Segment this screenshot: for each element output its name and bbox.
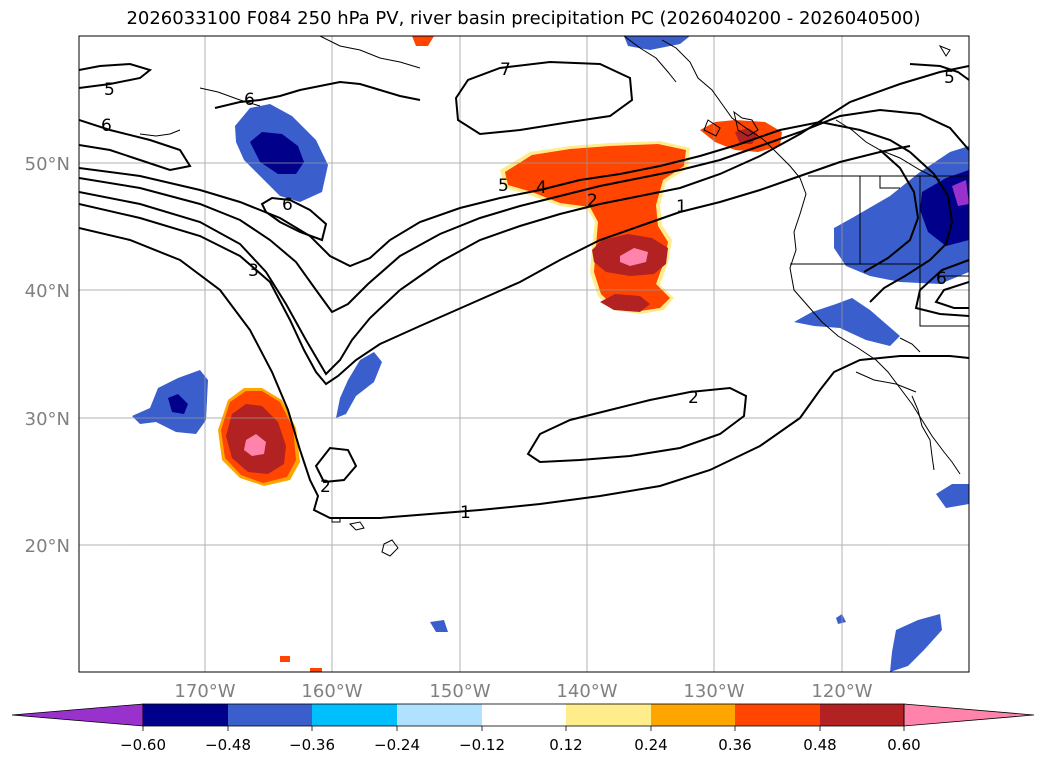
contour-label: 6 [244, 90, 255, 110]
contour-label: 7 [500, 60, 511, 80]
lon-label: 150°W [429, 681, 490, 702]
lat-label: 30°N [25, 409, 70, 430]
colorbar-segment [820, 704, 904, 726]
colorbar-tick-label: −0.36 [289, 736, 335, 754]
contour-label: 6 [936, 269, 947, 289]
contour-label: 1 [460, 503, 471, 523]
contour-label: 4 [536, 178, 547, 198]
contour-label: 1 [676, 197, 687, 217]
lat-label: 40°N [25, 281, 70, 302]
contour-label: 2 [320, 477, 331, 497]
colorbar-tick-label: −0.60 [120, 736, 166, 754]
colorbar-tick-label: 0.60 [887, 736, 920, 754]
map-gridlines [79, 36, 969, 672]
colorbar-segment [482, 704, 566, 726]
colorbar-segment [651, 704, 735, 726]
contour-label: 5 [104, 80, 115, 100]
map-area: 5 6 6 6 3 7 5 4 2 1 2 2 1 5 6 [79, 36, 969, 672]
contour-label: 2 [688, 388, 699, 408]
lon-label: 140°W [556, 681, 617, 702]
contour-label: 6 [282, 195, 293, 215]
latitude-labels: 50°N 40°N 30°N 20°N [25, 154, 70, 557]
contour-label: 3 [248, 261, 259, 281]
colorbar-segment [566, 704, 651, 726]
colorbar-tick-label: −0.48 [205, 736, 251, 754]
colorbar-tick-label: 0.24 [634, 736, 667, 754]
colorbar-segment [397, 704, 482, 726]
contour-label: 6 [101, 116, 112, 136]
contour-labels: 5 6 6 6 3 7 5 4 2 1 2 2 1 5 6 [101, 60, 955, 523]
longitude-labels: 170°W 160°W 150°W 140°W 130°W 120°W [174, 681, 872, 702]
colorbar-segment [228, 704, 312, 726]
colorbar-segment [143, 704, 228, 726]
lon-label: 130°W [683, 681, 744, 702]
contour-label: 2 [587, 191, 598, 211]
colorbar-tick-label: 0.12 [549, 736, 582, 754]
pv-contours [79, 60, 969, 519]
lon-label: 160°W [301, 681, 362, 702]
lat-label: 20°N [25, 536, 70, 557]
lat-label: 50°N [25, 154, 70, 175]
colorbar-extend-max [903, 703, 1035, 727]
colorbar-tick-label: −0.24 [374, 736, 420, 754]
contour-label: 5 [944, 68, 955, 88]
colorbar-segment [735, 704, 820, 726]
colorbar-tick-label: −0.12 [459, 736, 505, 754]
lon-label: 120°W [811, 681, 872, 702]
coastlines [139, 36, 969, 557]
colorbar: −0.60 −0.48 −0.36 −0.24 −0.12 0.12 0.24 … [11, 703, 1035, 754]
colorbar-extend-min [11, 703, 144, 727]
map-frame [78, 35, 970, 673]
map-title: 2026033100 F084 250 hPa PV, river basin … [126, 8, 921, 29]
colorbar-tick-label: 0.36 [718, 736, 751, 754]
lon-label: 170°W [174, 681, 235, 702]
colorbar-segment [312, 704, 397, 726]
contour-label: 5 [498, 176, 509, 196]
colorbar-tick-label: 0.48 [803, 736, 836, 754]
